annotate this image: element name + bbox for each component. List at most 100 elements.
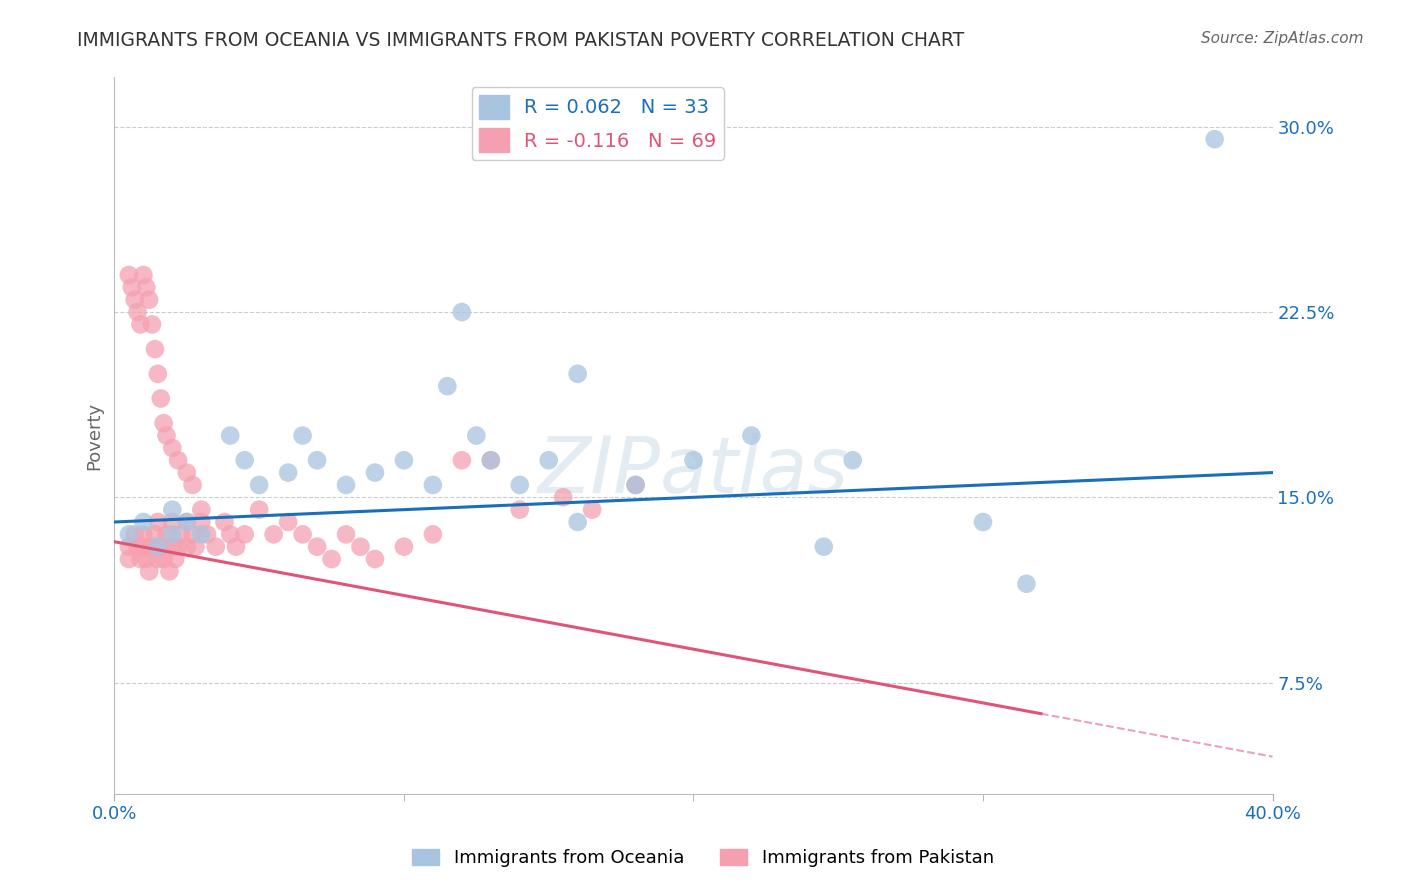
Point (155, 527, 177, 541)
Point (364, 466, 387, 480)
Point (162, 441, 184, 455)
Point (121, 280, 143, 294)
Point (149, 392, 172, 406)
Point (422, 527, 444, 541)
Point (181, 478, 204, 492)
Point (307, 540, 329, 554)
Point (972, 515, 994, 529)
Point (146, 515, 169, 529)
Point (162, 502, 184, 516)
Point (124, 527, 146, 541)
Point (152, 416, 174, 430)
Text: IMMIGRANTS FROM OCEANIA VS IMMIGRANTS FROM PAKISTAN POVERTY CORRELATION CHART: IMMIGRANTS FROM OCEANIA VS IMMIGRANTS FR… (77, 31, 965, 50)
Point (132, 540, 155, 554)
Legend: Immigrants from Oceania, Immigrants from Pakistan: Immigrants from Oceania, Immigrants from… (405, 841, 1001, 874)
Point (146, 367, 169, 381)
Point (118, 540, 141, 554)
Point (219, 428, 242, 442)
Point (129, 318, 152, 332)
Point (190, 515, 212, 529)
Point (141, 540, 163, 554)
Point (1015, 576, 1038, 591)
Point (553, 491, 575, 505)
Point (146, 540, 169, 554)
Point (509, 502, 531, 516)
Point (143, 342, 166, 356)
Point (170, 527, 193, 541)
Point (167, 540, 190, 554)
Text: Source: ZipAtlas.com: Source: ZipAtlas.com (1201, 31, 1364, 46)
Point (124, 293, 146, 307)
Point (135, 280, 157, 294)
Point (349, 540, 371, 554)
Point (127, 540, 149, 554)
Point (135, 552, 157, 566)
Point (581, 502, 603, 516)
Point (176, 466, 198, 480)
Point (1204, 132, 1226, 146)
Point (450, 305, 472, 319)
Point (291, 428, 314, 442)
Point (225, 540, 247, 554)
Point (157, 565, 180, 579)
Point (165, 552, 187, 566)
Point (450, 453, 472, 467)
Point (132, 515, 155, 529)
Point (146, 552, 169, 566)
Point (176, 540, 198, 554)
Point (118, 268, 141, 282)
Point (176, 515, 198, 529)
Text: ZIPatlas: ZIPatlas (538, 434, 849, 509)
Point (162, 515, 184, 529)
Point (118, 552, 141, 566)
Point (143, 527, 166, 541)
Point (190, 502, 212, 516)
Point (277, 466, 299, 480)
Point (190, 527, 212, 541)
Point (567, 515, 589, 529)
Point (204, 540, 226, 554)
Point (479, 453, 502, 467)
Point (247, 478, 270, 492)
Point (335, 478, 357, 492)
Y-axis label: Poverty: Poverty (86, 401, 103, 469)
Point (162, 540, 184, 554)
Point (291, 527, 314, 541)
Point (155, 428, 177, 442)
Point (509, 478, 531, 492)
Point (118, 527, 141, 541)
Legend: R = 0.062   N = 33, R = -0.116   N = 69: R = 0.062 N = 33, R = -0.116 N = 69 (471, 87, 724, 160)
Point (335, 527, 357, 541)
Point (127, 305, 149, 319)
Point (307, 453, 329, 467)
Point (841, 453, 863, 467)
Point (740, 428, 762, 442)
Point (152, 552, 174, 566)
Point (364, 552, 387, 566)
Point (392, 540, 415, 554)
Point (436, 379, 458, 393)
Point (233, 527, 256, 541)
Point (176, 515, 198, 529)
Point (214, 515, 236, 529)
Point (195, 527, 218, 541)
Point (149, 540, 172, 554)
Point (132, 268, 155, 282)
Point (247, 502, 270, 516)
Point (141, 318, 163, 332)
Point (465, 428, 488, 442)
Point (422, 478, 444, 492)
Point (184, 540, 207, 554)
Point (321, 552, 343, 566)
Point (624, 478, 647, 492)
Point (138, 565, 160, 579)
Point (129, 552, 152, 566)
Point (219, 527, 242, 541)
Point (682, 453, 704, 467)
Point (138, 293, 160, 307)
Point (813, 540, 835, 554)
Point (132, 527, 155, 541)
Point (392, 453, 415, 467)
Point (167, 453, 190, 467)
Point (624, 478, 647, 492)
